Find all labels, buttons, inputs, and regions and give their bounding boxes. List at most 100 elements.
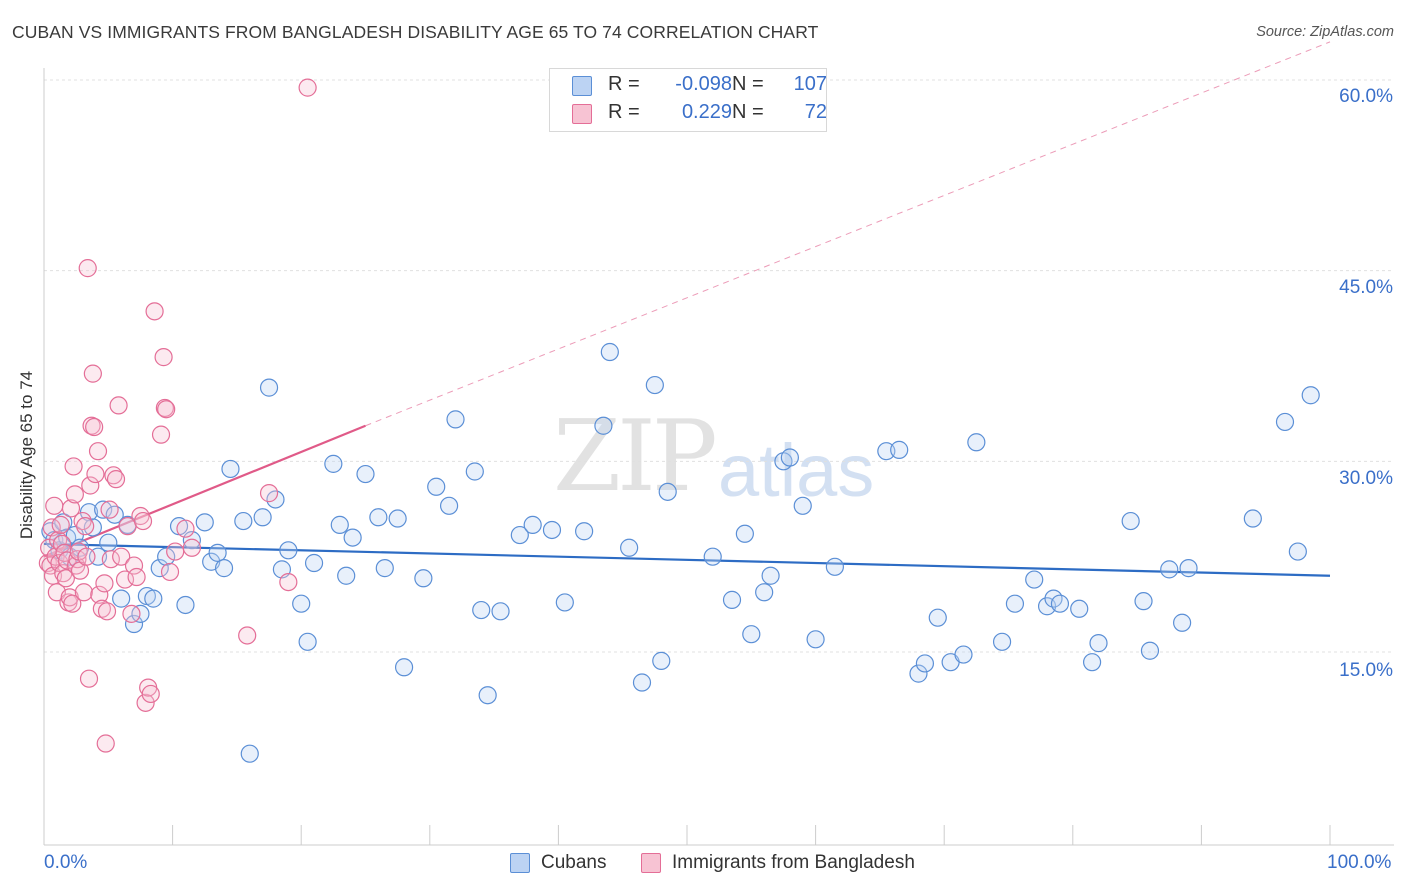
bangladesh-point-46 <box>106 470 126 489</box>
cubans-point-70 <box>722 590 742 609</box>
cubans-point-65 <box>632 673 652 692</box>
cubans-point-98 <box>1134 592 1153 611</box>
bangladesh-point-27 <box>74 583 93 602</box>
cubans-point-76 <box>780 448 799 467</box>
cubans-point-81 <box>890 440 909 459</box>
legend-label-cubans: Cubans <box>541 852 607 873</box>
legend-r-value: -0.098 <box>675 73 732 95</box>
cubans-point-31 <box>240 744 259 763</box>
cubans-point-63 <box>600 342 619 362</box>
bangladesh-point-28 <box>76 517 95 536</box>
legend-r-value: 0.229 <box>681 101 732 123</box>
bangladesh-point-43 <box>100 500 119 519</box>
swatch-cubans <box>510 853 530 873</box>
legend-label-bangladesh: Immigrants from Bangladesh <box>672 852 915 873</box>
cubans-point-104 <box>1275 412 1295 432</box>
cubans-point-43 <box>343 528 362 547</box>
bangladesh-point-63 <box>157 400 176 419</box>
bangladesh-point-31 <box>79 669 99 688</box>
cubans-point-60 <box>555 593 574 612</box>
cubans-point-52 <box>446 410 465 429</box>
cubans-point-101 <box>1173 613 1192 632</box>
source-credit: Source: ZipAtlas.com <box>1256 24 1394 40</box>
cubans-point-94 <box>1070 599 1089 618</box>
bangladesh-point-38 <box>90 585 109 604</box>
cubans-point-90 <box>1025 570 1044 589</box>
cubans-point-88 <box>992 632 1012 651</box>
cubans-point-3 <box>54 513 73 532</box>
bangladesh-point-21 <box>65 485 84 504</box>
bangladesh-point-5 <box>45 496 64 515</box>
cubans-point-9 <box>83 518 102 537</box>
bangladesh-point-49 <box>115 570 135 589</box>
bangladesh-point-47 <box>109 396 128 415</box>
cubans-point-33 <box>259 378 279 397</box>
legend-swatch-cubans <box>572 76 592 96</box>
cubans-point-29 <box>221 459 240 479</box>
cubans-point-66 <box>645 375 664 395</box>
cubans-point-79 <box>825 557 844 576</box>
legend-n-value: 72 <box>804 101 827 123</box>
cubans-point-89 <box>1005 594 1025 613</box>
cubans-point-95 <box>1082 653 1102 672</box>
cubans-point-53 <box>465 462 484 481</box>
bangladesh-point-29 <box>77 547 96 566</box>
bangladesh-point-70 <box>279 572 298 592</box>
cubans-point-86 <box>954 645 973 664</box>
bangladesh-point-26 <box>73 511 92 531</box>
cubans-point-87 <box>967 433 986 452</box>
cubans-point-51 <box>439 496 459 515</box>
cubans-point-44 <box>356 464 375 484</box>
cubans-point-71 <box>735 524 754 543</box>
bangladesh-point-32 <box>81 476 100 495</box>
cubans-point-56 <box>491 602 510 621</box>
x-tick-label-max: 100.0% <box>1327 852 1392 873</box>
bangladesh-point-54 <box>131 506 150 526</box>
cubans-point-27 <box>208 543 227 562</box>
bangladesh-point-19 <box>63 594 82 613</box>
cubans-point-100 <box>1160 560 1179 579</box>
legend-r-label: R = <box>608 101 640 123</box>
cubans-point-99 <box>1140 641 1160 660</box>
cubans-point-55 <box>478 686 497 705</box>
bangladesh-point-58 <box>141 684 160 704</box>
cubans-point-42 <box>337 566 356 585</box>
cubans-point-69 <box>703 547 722 566</box>
bangladesh-point-56 <box>136 693 155 712</box>
cubans-point-20 <box>150 559 169 578</box>
cubans-point-13 <box>105 505 124 524</box>
cubans-point-83 <box>915 654 935 673</box>
bangladesh-point-60 <box>151 425 171 444</box>
cubans-point-39 <box>304 553 324 573</box>
cubans-point-73 <box>755 583 774 602</box>
bangladesh-point-42 <box>97 602 117 621</box>
bangladesh-point-37 <box>88 442 108 461</box>
cubans-point-40 <box>324 454 343 473</box>
bangladesh-point-61 <box>154 348 173 367</box>
bangladesh-point-51 <box>122 604 141 623</box>
cubans-point-72 <box>742 625 761 644</box>
cubans-point-59 <box>542 520 562 540</box>
bangladesh-point-66 <box>176 519 195 538</box>
swatch-bangladesh <box>641 853 661 873</box>
cubans-point-106 <box>1301 386 1320 405</box>
cubans-point-103 <box>1243 509 1262 528</box>
cubans-point-48 <box>394 658 414 677</box>
axes <box>43 68 1394 846</box>
cubans-point-105 <box>1288 542 1307 561</box>
cubans-point-38 <box>298 632 317 651</box>
bangladesh-point-40 <box>95 574 114 593</box>
bangladesh-point-62 <box>155 398 174 418</box>
bangladesh-point-64 <box>160 562 180 582</box>
bangladesh-trend-extension <box>365 41 1331 427</box>
bangladesh-point-36 <box>86 464 105 484</box>
cubans-point-68 <box>658 482 677 501</box>
bangladesh-point-34 <box>83 364 102 383</box>
legend-n-label: N = <box>732 73 764 95</box>
bangladesh-point-48 <box>112 547 131 566</box>
legend-swatch-bangladesh <box>572 104 592 124</box>
cubans-point-54 <box>472 600 491 620</box>
cubans-point-74 <box>761 566 780 585</box>
bangladesh-point-20 <box>64 457 83 476</box>
